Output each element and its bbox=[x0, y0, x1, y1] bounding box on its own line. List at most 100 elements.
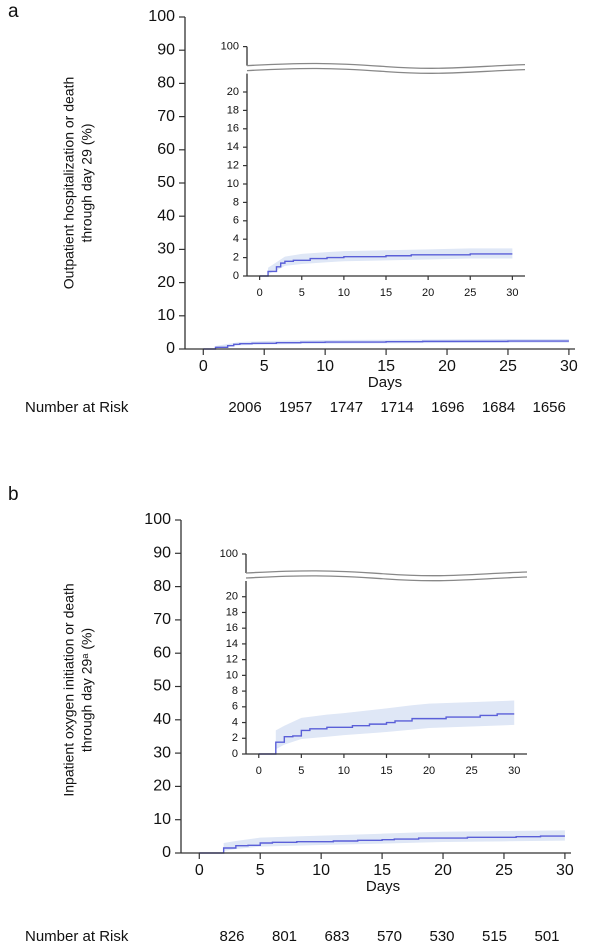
y-axis-label: through day 29 (%) bbox=[79, 123, 95, 242]
x-tick-label: 15 bbox=[380, 765, 392, 777]
risk-count: 570 bbox=[377, 928, 402, 945]
y-tick-label: 2 bbox=[233, 252, 239, 264]
risk-count: 1656 bbox=[533, 399, 566, 416]
risk-count: 1747 bbox=[330, 399, 363, 416]
panel-label: b bbox=[8, 484, 19, 505]
risk-label: Number at Risk bbox=[25, 399, 129, 416]
y-axis-label: Inpatient oxygen initiation or death bbox=[61, 583, 77, 796]
x-tick-label: 5 bbox=[299, 287, 305, 299]
y-tick-label: 100 bbox=[221, 41, 239, 53]
y-tick-label: 90 bbox=[153, 545, 171, 562]
x-tick-label: 5 bbox=[298, 765, 304, 777]
x-tick-label: 30 bbox=[560, 358, 578, 375]
y-tick-label: 12 bbox=[227, 160, 239, 172]
y-tick-label: 20 bbox=[153, 778, 171, 795]
km-line bbox=[199, 835, 565, 854]
risk-count: 530 bbox=[429, 928, 454, 945]
y-tick-label: 100 bbox=[220, 548, 238, 560]
y-tick-label: 10 bbox=[157, 307, 175, 324]
y-tick-label: 14 bbox=[227, 141, 239, 153]
x-tick-label: 30 bbox=[508, 765, 520, 777]
km-line bbox=[258, 713, 515, 755]
y-tick-label: 0 bbox=[166, 340, 175, 357]
x-tick-label: 30 bbox=[556, 862, 574, 879]
risk-count: 1696 bbox=[431, 399, 464, 416]
risk-count: 1714 bbox=[380, 399, 413, 416]
x-tick-label: 0 bbox=[256, 765, 262, 777]
x-tick-label: 0 bbox=[199, 358, 208, 375]
y-tick-label: 2 bbox=[232, 732, 238, 744]
y-tick-label: 90 bbox=[157, 41, 175, 58]
y-tick-label: 30 bbox=[157, 241, 175, 258]
x-tick-label: 5 bbox=[260, 358, 269, 375]
y-tick-label: 100 bbox=[144, 511, 171, 528]
y-tick-label: 0 bbox=[233, 270, 239, 282]
y-tick-label: 40 bbox=[157, 207, 175, 224]
risk-count: 2006 bbox=[228, 399, 261, 416]
y-tick-label: 16 bbox=[226, 622, 238, 634]
confidence-band bbox=[275, 700, 515, 750]
y-tick-label: 18 bbox=[226, 606, 238, 618]
risk-count: 1957 bbox=[279, 399, 312, 416]
y-tick-label: 8 bbox=[233, 196, 239, 208]
y-tick-label: 20 bbox=[227, 86, 239, 98]
y-tick-label: 14 bbox=[226, 638, 238, 650]
y-tick-label: 20 bbox=[157, 274, 175, 291]
y-tick-label: 60 bbox=[157, 141, 175, 158]
y-tick-label: 6 bbox=[232, 701, 238, 713]
axis-break bbox=[246, 62, 526, 69]
risk-count: 683 bbox=[324, 928, 349, 945]
y-tick-label: 80 bbox=[153, 578, 171, 595]
x-tick-label: 10 bbox=[338, 765, 350, 777]
y-tick-label: 18 bbox=[227, 104, 239, 116]
x-tick-label: 25 bbox=[499, 358, 517, 375]
risk-count: 801 bbox=[272, 928, 297, 945]
x-tick-label: 15 bbox=[380, 287, 392, 299]
x-tick-label: 10 bbox=[338, 287, 350, 299]
x-axis-label: Days bbox=[368, 374, 402, 391]
risk-count: 826 bbox=[219, 928, 244, 945]
confidence-band bbox=[268, 248, 513, 275]
y-tick-label: 70 bbox=[157, 108, 175, 125]
panel-label: a bbox=[8, 1, 19, 22]
x-tick-label: 15 bbox=[373, 862, 391, 879]
axis-break bbox=[245, 575, 528, 582]
x-tick-label: 5 bbox=[256, 862, 265, 879]
y-tick-label: 10 bbox=[227, 178, 239, 190]
y-tick-label: 40 bbox=[153, 711, 171, 728]
x-tick-label: 20 bbox=[423, 765, 435, 777]
km-line bbox=[259, 253, 513, 277]
y-tick-label: 30 bbox=[153, 744, 171, 761]
y-tick-label: 10 bbox=[153, 811, 171, 828]
risk-count: 515 bbox=[482, 928, 507, 945]
x-tick-label: 20 bbox=[422, 287, 434, 299]
y-tick-label: 10 bbox=[226, 669, 238, 681]
x-tick-label: 25 bbox=[464, 287, 476, 299]
x-tick-label: 0 bbox=[195, 862, 204, 879]
axis-break bbox=[246, 67, 526, 74]
y-tick-label: 0 bbox=[232, 748, 238, 760]
x-tick-label: 15 bbox=[377, 358, 395, 375]
y-tick-label: 16 bbox=[227, 123, 239, 135]
confidence-band bbox=[223, 830, 565, 852]
x-tick-label: 20 bbox=[438, 358, 456, 375]
axis-break bbox=[245, 570, 528, 577]
x-tick-label: 0 bbox=[257, 287, 263, 299]
y-tick-label: 60 bbox=[153, 644, 171, 661]
x-tick-label: 30 bbox=[506, 287, 518, 299]
y-tick-label: 80 bbox=[157, 75, 175, 92]
y-tick-label: 12 bbox=[226, 654, 238, 666]
x-tick-label: 10 bbox=[316, 358, 334, 375]
risk-count: 1684 bbox=[482, 399, 515, 416]
km-line bbox=[203, 340, 569, 350]
x-tick-label: 25 bbox=[466, 765, 478, 777]
x-tick-label: 10 bbox=[312, 862, 330, 879]
x-tick-label: 20 bbox=[434, 862, 452, 879]
y-tick-label: 4 bbox=[232, 716, 238, 728]
y-tick-label: 100 bbox=[148, 8, 175, 25]
risk-label: Number at Risk bbox=[25, 928, 129, 945]
risk-count: 501 bbox=[534, 928, 559, 945]
x-tick-label: 25 bbox=[495, 862, 513, 879]
